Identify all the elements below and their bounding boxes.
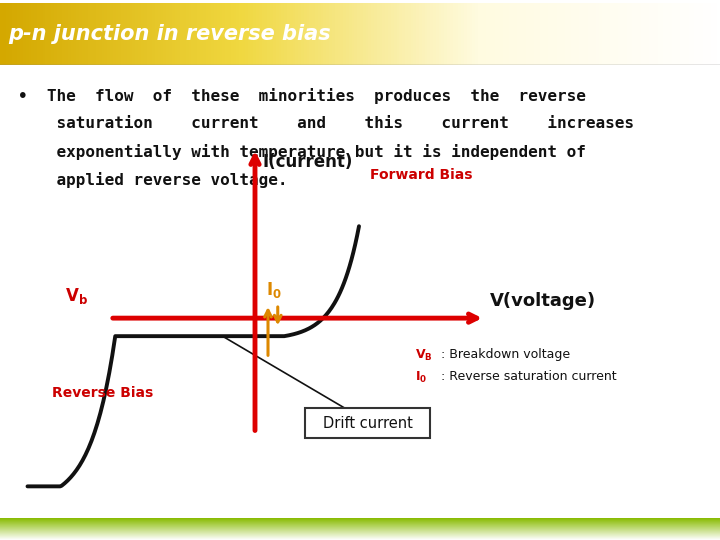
Text: •  The  flow  of  these  minorities  produces  the  reverse: • The flow of these minorities produces … xyxy=(18,88,586,104)
Text: applied reverse voltage.: applied reverse voltage. xyxy=(18,172,287,188)
Text: p-n junction in reverse bias: p-n junction in reverse bias xyxy=(9,24,331,44)
Text: $\mathbf{I_0}$: $\mathbf{I_0}$ xyxy=(266,280,282,300)
Text: : Breakdown voltage: : Breakdown voltage xyxy=(437,348,570,361)
Text: V(voltage): V(voltage) xyxy=(490,292,596,310)
Text: I(current): I(current) xyxy=(263,153,354,171)
Text: $\mathbf{I_0}$: $\mathbf{I_0}$ xyxy=(415,370,428,386)
Text: : Reverse saturation current: : Reverse saturation current xyxy=(437,370,616,383)
Text: $\mathbf{V_b}$: $\mathbf{V_b}$ xyxy=(65,286,88,306)
Text: saturation    current    and    this    current    increases: saturation current and this current incr… xyxy=(18,116,634,131)
Text: $\mathbf{V_B}$: $\mathbf{V_B}$ xyxy=(415,348,433,363)
Text: exponentially with temperature but it is independent of: exponentially with temperature but it is… xyxy=(18,144,586,160)
Text: Forward Bias: Forward Bias xyxy=(370,168,472,182)
FancyBboxPatch shape xyxy=(305,408,430,438)
Text: Reverse Bias: Reverse Bias xyxy=(52,386,153,400)
Text: Drift current: Drift current xyxy=(323,416,413,431)
